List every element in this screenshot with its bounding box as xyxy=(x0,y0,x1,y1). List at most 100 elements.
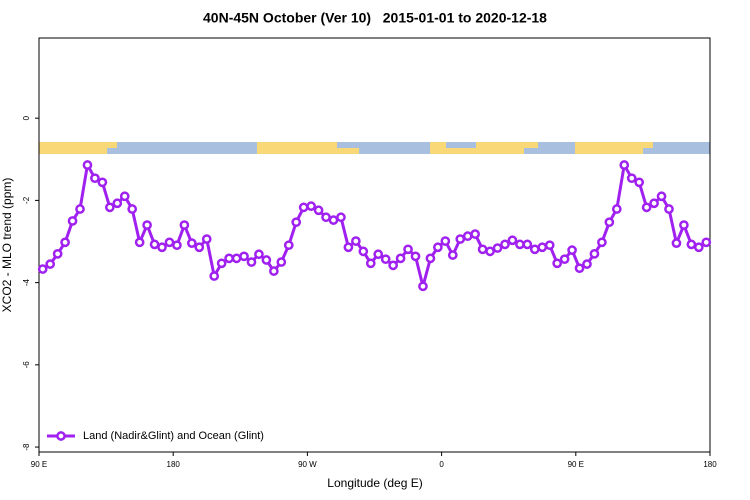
data-point xyxy=(45,259,56,269)
data-point xyxy=(328,215,339,225)
x-tick-label: 90 E xyxy=(31,460,47,469)
data-point xyxy=(134,237,145,248)
data-point xyxy=(649,198,659,209)
data-point xyxy=(97,177,108,188)
legend-label: Land (Nadir&Glint) and Ocean (Glint) xyxy=(83,430,264,442)
y-tick-label: 0 xyxy=(22,115,31,120)
data-point xyxy=(679,220,689,230)
data-point xyxy=(37,264,48,274)
data-point xyxy=(52,248,63,259)
data-point xyxy=(515,239,525,250)
data-point xyxy=(142,220,152,230)
data-point xyxy=(671,238,682,248)
data-point xyxy=(418,281,428,292)
x-tick-label: 90 E xyxy=(568,460,584,469)
data-point xyxy=(447,250,458,260)
data-point xyxy=(306,201,316,211)
data-point xyxy=(75,204,85,214)
data-point xyxy=(239,251,249,262)
x-tick-label: 180 xyxy=(167,460,181,469)
data-point xyxy=(254,249,264,260)
y-axis-label: XCO2 - MLO trend (ppm) xyxy=(0,178,14,313)
data-point xyxy=(403,244,413,255)
data-point xyxy=(500,239,510,250)
data-point xyxy=(90,173,100,184)
data-point xyxy=(425,253,436,264)
data-point xyxy=(537,242,548,253)
data-point xyxy=(172,240,182,251)
legend-marker xyxy=(56,431,66,441)
data-point xyxy=(626,173,637,184)
data-point xyxy=(656,191,667,202)
data-point xyxy=(552,258,563,269)
data-point xyxy=(462,231,473,242)
data-point xyxy=(201,234,212,244)
data-point xyxy=(298,202,309,213)
data-point xyxy=(291,217,302,228)
data-point xyxy=(104,202,115,213)
data-point xyxy=(492,243,503,253)
x-tick-label: 0 xyxy=(439,460,444,469)
data-point xyxy=(395,253,406,264)
data-point xyxy=(186,238,197,248)
data-point xyxy=(119,191,130,202)
x-tick-label: 180 xyxy=(703,460,717,469)
data-point xyxy=(112,198,123,209)
data-point xyxy=(269,266,279,276)
data-point xyxy=(343,242,354,253)
data-point xyxy=(567,245,577,255)
data-point xyxy=(313,205,324,216)
data-point xyxy=(157,242,167,253)
y-tick-label: -4 xyxy=(22,279,31,287)
data-point xyxy=(440,236,451,246)
data-point xyxy=(246,257,257,267)
x-tick-label: 90 W xyxy=(298,460,317,469)
data-point xyxy=(611,204,622,214)
y-tick-label: -2 xyxy=(22,196,31,204)
data-point xyxy=(276,257,287,267)
data-point xyxy=(477,244,488,255)
data-point xyxy=(209,271,220,281)
data-point xyxy=(582,259,592,269)
data-point xyxy=(261,255,272,265)
data-point xyxy=(522,239,533,250)
data-point xyxy=(351,236,361,246)
data-point xyxy=(82,160,93,170)
data-point xyxy=(693,242,704,253)
data-point xyxy=(529,244,540,255)
data-point xyxy=(149,239,160,250)
legend-item: Land (Nadir&Glint) and Ocean (Glint) xyxy=(47,430,264,442)
data-point xyxy=(388,260,398,271)
y-tick-label: -8 xyxy=(22,443,31,451)
data-point xyxy=(380,254,391,265)
data-point xyxy=(410,251,421,262)
data-point xyxy=(664,204,674,214)
data-point xyxy=(485,246,495,257)
data-point xyxy=(455,234,466,244)
data-point xyxy=(686,239,697,250)
data-point xyxy=(619,160,630,170)
data-point xyxy=(67,216,78,226)
data-point xyxy=(470,229,480,239)
data-point xyxy=(216,258,227,269)
data-point xyxy=(589,248,600,259)
data-point xyxy=(365,258,376,269)
data-point xyxy=(373,249,384,260)
data-point xyxy=(224,253,234,264)
data-point xyxy=(321,212,331,223)
data-point xyxy=(634,177,645,188)
x-axis-label: Longitude (deg E) xyxy=(327,476,422,490)
data-point xyxy=(336,212,346,223)
data-point xyxy=(283,240,294,251)
data-point xyxy=(604,217,615,228)
data-point xyxy=(194,242,205,253)
data-point xyxy=(358,246,369,257)
data-point xyxy=(433,242,443,253)
data-point xyxy=(60,237,70,248)
data-point xyxy=(231,253,242,264)
data-point xyxy=(179,220,190,230)
data-point xyxy=(507,235,518,246)
data-point xyxy=(559,254,570,265)
data-point xyxy=(597,237,607,248)
